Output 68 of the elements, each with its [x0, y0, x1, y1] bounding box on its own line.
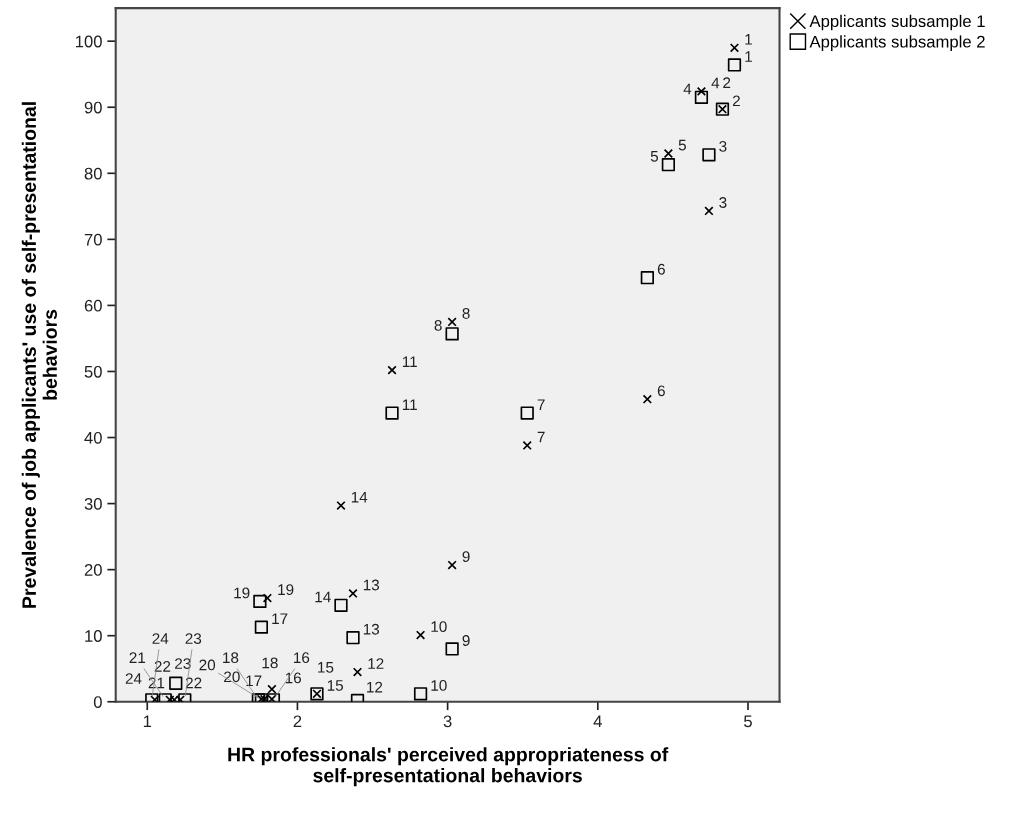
annotation: 7	[537, 431, 545, 443]
legend-label: Applicants subsample 2	[809, 35, 985, 51]
annotation: 8	[462, 308, 470, 319]
annotation: 6	[657, 385, 665, 397]
annotation: 10	[431, 621, 447, 633]
annotation: 12	[368, 658, 384, 669]
y-axis-title: Prevalence of job applicants' use of self-presentational behaviors	[21, 102, 57, 608]
annotation: 17	[272, 613, 288, 624]
annotation: 18	[223, 652, 239, 664]
x-tick-label: 1	[143, 715, 152, 728]
y-tick-label: 30	[84, 497, 102, 510]
y-tick-label: 50	[84, 365, 102, 378]
annotation: 14	[351, 491, 368, 503]
y-tick-label: 100	[75, 35, 102, 48]
annotation: 1	[745, 51, 752, 62]
annotation: 11	[402, 399, 417, 410]
y-tick-label: 80	[84, 167, 102, 180]
annotation: 19	[234, 587, 250, 599]
annotation: 3	[719, 140, 727, 152]
annotation: 24	[152, 633, 169, 644]
annotation: 13	[363, 623, 380, 635]
annotation: 23	[175, 658, 191, 669]
annotation: 12	[367, 681, 383, 693]
y-tick-label: 70	[84, 233, 102, 246]
annotation: 6	[657, 263, 665, 275]
y-tick-label: 40	[84, 431, 102, 444]
annotation: 13	[363, 579, 380, 591]
annotation: 19	[278, 584, 294, 596]
annotation: 20	[224, 671, 240, 683]
annotation: 11	[402, 356, 417, 367]
annotation: 22	[185, 677, 202, 689]
y-tick-label: 0	[93, 696, 102, 708]
annotation: 20	[199, 659, 216, 671]
y-tick-label: 60	[84, 299, 102, 312]
annotation: 21	[148, 677, 165, 689]
annotation: 2	[723, 77, 731, 88]
annotation: 2	[732, 95, 740, 107]
annotation: 5	[650, 151, 659, 162]
x-tick-label: 4	[593, 715, 602, 728]
annotation: 24	[125, 673, 142, 684]
annotation: 9	[462, 551, 470, 562]
annotation: 14	[315, 591, 331, 603]
annotation: 10	[431, 679, 447, 691]
annotation: 8	[434, 319, 442, 331]
annotation: 17	[246, 675, 262, 687]
annotation: 3	[719, 197, 727, 208]
annotation: 15	[318, 662, 334, 673]
y-tick-label: 10	[85, 630, 102, 642]
legend-label: Applicants subsample 1	[809, 14, 985, 31]
x-axis-title: HR professionals' perceived appropriateness of self-presentational behaviors	[228, 747, 669, 787]
annotation: 16	[294, 652, 310, 664]
annotation: 16	[285, 672, 301, 684]
annotation: 9	[462, 635, 470, 646]
annotation: 15	[327, 680, 344, 691]
y-tick-label: 90	[84, 101, 102, 114]
x-tick-label: 5	[744, 715, 752, 728]
annotation: 21	[129, 652, 146, 663]
y-tick-label: 20	[84, 564, 102, 576]
annotation: 4	[683, 83, 692, 95]
x-tick-label: 3	[443, 715, 452, 728]
annotation: 1	[745, 34, 752, 45]
annotation: 4	[711, 77, 720, 89]
annotation: 23	[185, 633, 202, 644]
annotation: 5	[678, 139, 686, 151]
annotation: 18	[262, 657, 278, 669]
x-tick-label: 2	[293, 715, 302, 728]
annotation: 22	[154, 661, 171, 672]
annotation: 7	[537, 399, 545, 410]
